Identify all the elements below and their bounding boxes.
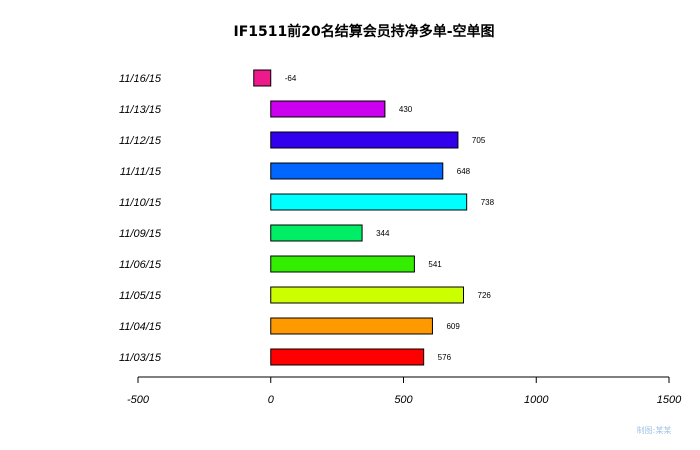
bar-11-04-15: [270, 317, 433, 335]
value-label: 738: [481, 198, 495, 207]
value-label: 705: [472, 136, 486, 145]
value-label: 609: [446, 322, 460, 331]
category-label: 11/16/15: [119, 73, 162, 85]
x-tick-label: 500: [394, 394, 413, 406]
category-label: 11/06/15: [119, 259, 162, 271]
category-label: 11/05/15: [119, 290, 162, 302]
x-tick-label: 1500: [657, 394, 682, 406]
bars-group: 11/16/15 -64 11/13/15 430 11/12/15 705 11/11/1…: [119, 69, 495, 366]
watermark-text: 制图:某某: [637, 425, 672, 435]
bar-11-05-15: [270, 286, 465, 304]
bar-11-10-15: [270, 193, 468, 211]
bar-11-09-15: [270, 224, 363, 242]
bar-11-13-15: [270, 100, 386, 118]
value-label: 648: [457, 167, 471, 176]
category-label: 11/13/15: [119, 104, 162, 116]
x-tick-label: 0: [268, 394, 275, 406]
chart-title: IF1511前20名结算会员持净多单-空单图: [233, 23, 494, 40]
bar-11-03-15: [270, 348, 425, 366]
bar-11-06-15: [270, 255, 415, 273]
value-label: 726: [478, 291, 492, 300]
value-label: -64: [285, 74, 297, 83]
bar-11-11-15: [270, 162, 444, 180]
value-label: 576: [438, 353, 452, 362]
value-label: 430: [399, 105, 413, 114]
category-label: 11/09/15: [119, 228, 162, 240]
category-label: 11/04/15: [119, 321, 162, 333]
category-label: 11/03/15: [119, 352, 162, 364]
value-label: 541: [428, 260, 442, 269]
category-label: 11/12/15: [119, 135, 162, 147]
bar-11-12-15: [270, 131, 459, 149]
value-label: 344: [376, 229, 390, 238]
bar-11-16-15: [253, 69, 272, 87]
x-axis: -500 0 500 1000 1500: [127, 376, 682, 406]
category-label: 11/10/15: [119, 197, 162, 209]
category-label: 11/11/15: [120, 166, 162, 178]
x-tick-label: -500: [127, 394, 150, 406]
x-tick-label: 1000: [524, 394, 549, 406]
